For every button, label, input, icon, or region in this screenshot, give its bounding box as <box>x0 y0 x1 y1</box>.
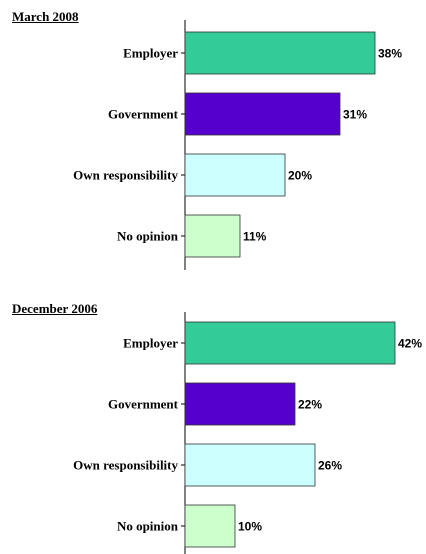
bar-chart-march-2008: Employer 38% Government 31% Own responsibili… <box>73 20 402 270</box>
chart-panel-march-2008: March 2008 Employer 38% Government 31% Own r… <box>12 9 402 270</box>
value-label-government: 31% <box>343 108 367 122</box>
category-label-government: Government <box>108 397 179 412</box>
value-label-own-responsibility: 26% <box>318 459 342 473</box>
bar-employer <box>184 321 396 365</box>
value-label-no-opinion: 11% <box>243 230 267 244</box>
category-label-government: Government <box>108 107 179 122</box>
chart-title: March 2008 <box>12 9 79 24</box>
value-label-no-opinion: 10% <box>238 520 262 534</box>
bar-employer <box>184 31 376 75</box>
bar-no-opinion <box>184 214 241 258</box>
value-label-employer: 38% <box>378 47 402 61</box>
category-label-employer: Employer <box>123 336 178 351</box>
bar-chart-december-2006: Employer 42% Government 22% Own responsibili… <box>73 312 422 554</box>
category-label-own-responsibility: Own responsibility <box>73 458 178 473</box>
chart-title: December 2006 <box>12 301 98 316</box>
chart-panel-december-2006: December 2006 Employer 42% Government 22% Ow… <box>0 292 426 554</box>
category-label-own-responsibility: Own responsibility <box>73 168 178 183</box>
value-label-government: 22% <box>298 398 322 412</box>
value-label-employer: 42% <box>398 337 422 351</box>
category-label-employer: Employer <box>123 46 178 61</box>
bar-no-opinion <box>184 504 236 548</box>
value-label-own-responsibility: 20% <box>288 169 312 183</box>
bar-government <box>184 92 341 136</box>
bar-own-responsibility <box>184 153 286 197</box>
category-label-no-opinion: No opinion <box>117 519 179 534</box>
bar-government <box>184 382 296 426</box>
category-label-no-opinion: No opinion <box>117 229 179 244</box>
bar-own-responsibility <box>184 443 316 487</box>
